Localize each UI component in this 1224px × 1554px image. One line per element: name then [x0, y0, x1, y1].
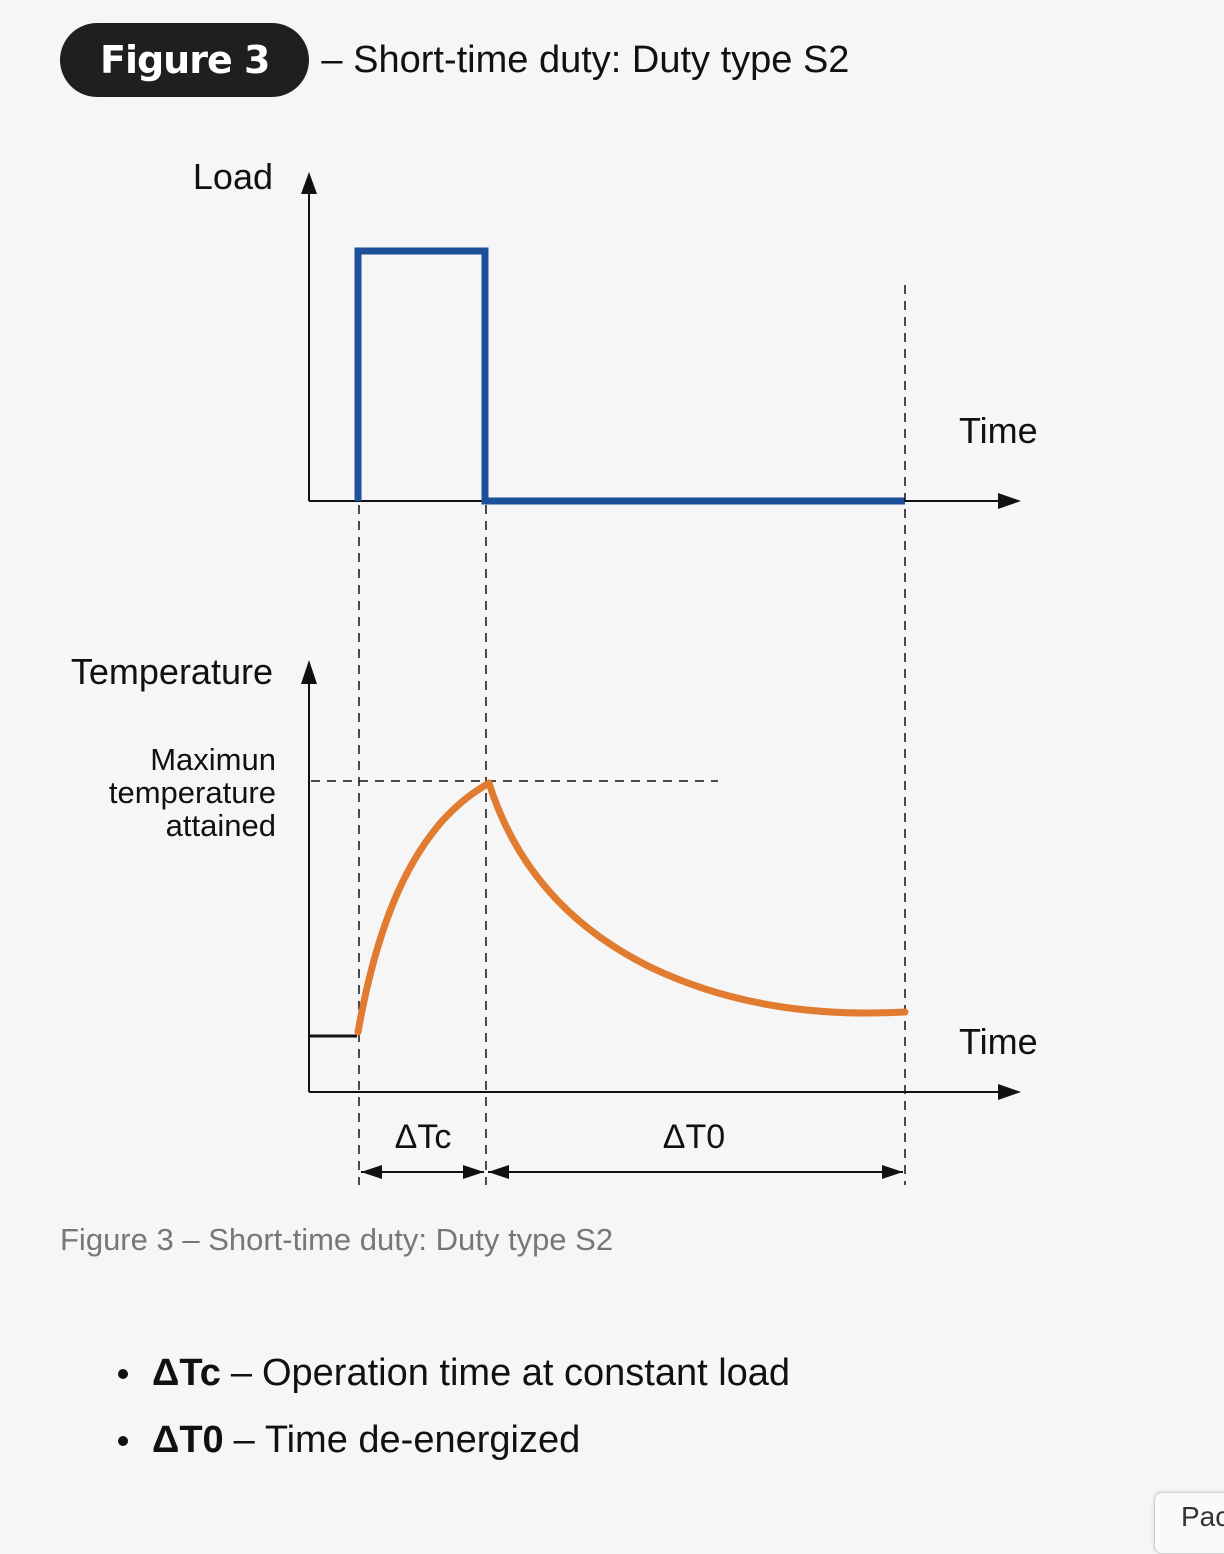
interval-tc-label: ΔTc	[395, 1118, 452, 1156]
max-temp-label-line2: temperature	[109, 775, 276, 810]
figure-caption: Figure 3 – Short-time duty: Duty type S2	[60, 1222, 614, 1257]
interval-arrows	[361, 1165, 903, 1179]
legend-term: ΔTc	[152, 1352, 221, 1394]
bullet-icon	[118, 1368, 128, 1379]
temp-y-arrow-icon	[301, 660, 317, 684]
legend-separator: –	[233, 1419, 255, 1461]
load-pulse	[354, 247, 905, 505]
load-x-arrow-icon	[998, 493, 1021, 509]
load-time-label: Time	[959, 410, 1038, 451]
legend-description: Operation time at constant load	[261, 1352, 791, 1394]
corner-page-tab[interactable]: Pac	[1154, 1492, 1224, 1554]
max-temp-label-line1: Maximun	[150, 742, 276, 777]
load-axes	[301, 172, 1021, 509]
interval-tc-right-head-icon	[463, 1165, 484, 1179]
temperature-curve	[354, 779, 909, 1036]
max-temp-label-line3: attained	[166, 808, 276, 843]
load-axis-label: Load	[193, 156, 273, 197]
corner-page-tab-label: Pac	[1181, 1501, 1224, 1532]
figure-title: – Short-time duty: Duty type S2	[321, 38, 850, 81]
legend-list: ΔTc – Operation time at constant load ΔT…	[118, 1340, 790, 1474]
interval-t0-right-head-icon	[882, 1165, 903, 1179]
duty-s2-diagram: Load Time Temperature Maximun temperatur…	[71, 156, 1038, 1185]
figure-header: Figure 3 – Short-time duty: Duty type S2	[60, 23, 849, 97]
temp-time-label: Time	[959, 1021, 1038, 1062]
temp-x-arrow-icon	[998, 1084, 1021, 1100]
interval-t0-left-head-icon	[488, 1165, 509, 1179]
legend-term: ΔT0	[152, 1419, 224, 1461]
list-item: ΔTc – Operation time at constant load	[118, 1340, 790, 1407]
bullet-icon	[118, 1435, 128, 1446]
figure-badge: Figure 3	[60, 23, 310, 97]
guide-lines	[311, 285, 906, 1185]
legend-description: Time de-energized	[264, 1419, 581, 1461]
load-y-arrow-icon	[301, 172, 317, 194]
temp-axis-label: Temperature	[71, 651, 273, 692]
list-item: ΔT0 – Time de-energized	[118, 1407, 790, 1474]
legend-separator: –	[230, 1352, 252, 1394]
temp-axes	[301, 660, 1021, 1100]
interval-tc-left-head-icon	[361, 1165, 382, 1179]
interval-t0-label: ΔT0	[663, 1118, 725, 1156]
